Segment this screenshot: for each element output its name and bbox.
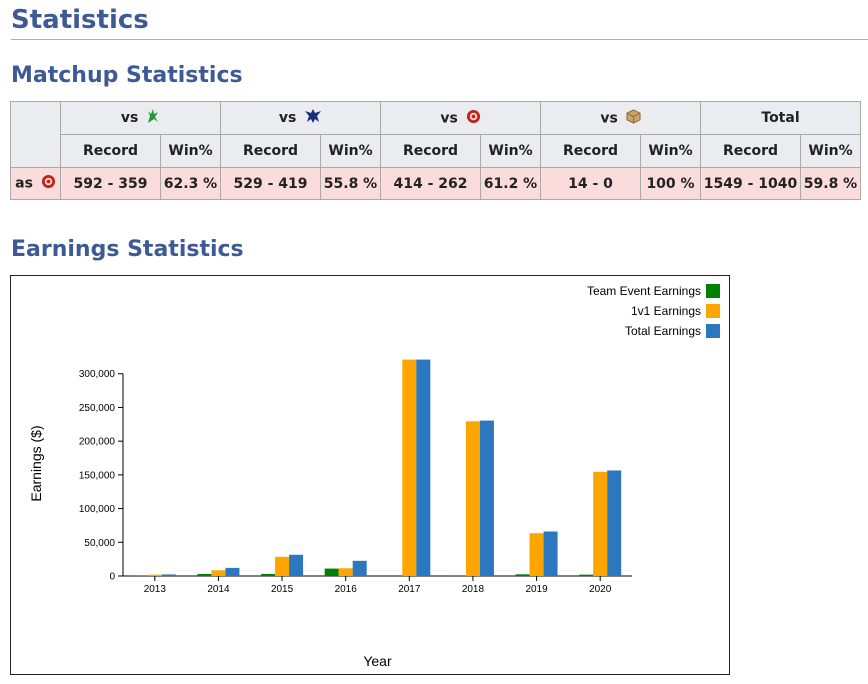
header-total: Total (700, 101, 861, 135)
corner-cell (10, 101, 61, 168)
y-tick-label: 300,000 (79, 369, 116, 380)
terran-icon (146, 108, 160, 128)
y-axis-title: Earnings ($) (28, 425, 44, 501)
win-header: Win% (480, 134, 541, 168)
record-cell: 14 - 0 (540, 167, 641, 200)
bar (197, 573, 212, 576)
random-icon (626, 108, 641, 128)
header-vs-random: vs (540, 101, 701, 135)
record-header: Record (380, 134, 481, 168)
y-tick-label: 100,000 (79, 504, 116, 515)
bar (402, 359, 417, 576)
bar (275, 556, 290, 576)
matchup-statistics-heading: Matchup Statistics (11, 63, 243, 88)
win-cell: 100 % (640, 167, 701, 200)
zerg-icon (466, 109, 481, 128)
bar (607, 470, 622, 576)
win-header: Win% (160, 134, 221, 168)
x-axis-title: Year (363, 653, 392, 669)
bar (161, 574, 176, 576)
record-cell: 414 - 262 (380, 167, 481, 200)
record-header: Record (220, 134, 321, 168)
y-tick-label: 200,000 (79, 437, 116, 448)
protoss-icon (304, 108, 322, 128)
vs-label: vs (278, 110, 297, 126)
vs-label: vs (440, 110, 458, 126)
bar (451, 575, 466, 576)
y-tick-label: 150,000 (79, 470, 116, 481)
earnings-statistics-heading: Earnings Statistics (11, 237, 244, 262)
bar (324, 568, 339, 576)
bars (133, 359, 622, 576)
legend-label: Team Event Earnings (587, 284, 701, 298)
bar (225, 567, 240, 576)
bar (147, 574, 162, 576)
bar (416, 359, 431, 576)
heading-divider (11, 39, 868, 40)
legend-swatch (706, 304, 720, 318)
record-header: Record (60, 134, 161, 168)
record-header: Record (700, 134, 801, 168)
table-row: as 592 - 359 62.3 % 529 - 419 55.8 % 414… (10, 167, 861, 200)
bar (515, 574, 530, 576)
vs-label: vs (600, 110, 618, 126)
vs-label: vs (120, 110, 139, 126)
y-tick-label: 0 (109, 572, 115, 583)
earnings-chart-svg: Team Event Earnings 1v1 Earnings Total Ear… (28, 284, 720, 669)
win-cell: 61.2 % (480, 167, 541, 200)
statistics-heading: Statistics (11, 5, 149, 35)
header-vs-zerg: vs (380, 101, 541, 135)
y-tick-label: 50,000 (84, 538, 115, 549)
chart-legend: Team Event Earnings 1v1 Earnings Total Ear… (587, 284, 720, 338)
matchup-table: vs vs vs (10, 101, 861, 200)
bar (593, 471, 608, 576)
win-cell: 62.3 % (160, 167, 221, 200)
zerg-icon (41, 174, 56, 193)
x-tick-label: 2014 (207, 584, 230, 595)
bar (211, 570, 226, 576)
x-tick-label: 2018 (462, 584, 485, 595)
win-cell: 55.8 % (320, 167, 381, 200)
legend-label: 1v1 Earnings (631, 304, 701, 318)
bar (465, 421, 480, 576)
win-header: Win% (320, 134, 381, 168)
y-axis: 0 50,000 100,000 150,000 200,000 250,000 300,0… (79, 369, 124, 583)
as-label: as (15, 175, 33, 192)
x-tick-label: 2020 (589, 584, 612, 595)
bar (338, 568, 353, 576)
x-tick-label: 2013 (144, 584, 167, 595)
row-label-as-zerg: as (10, 167, 61, 200)
bar (261, 573, 276, 576)
win-header: Win% (800, 134, 861, 168)
x-tick-label: 2017 (398, 584, 421, 595)
header-vs-terran: vs (60, 101, 221, 135)
bar (543, 531, 558, 576)
record-cell: 592 - 359 (60, 167, 161, 200)
bar (289, 554, 304, 576)
x-tick-label: 2015 (271, 584, 294, 595)
record-cell: 529 - 419 (220, 167, 321, 200)
bar (529, 533, 544, 576)
bar (479, 420, 494, 576)
bar (579, 574, 594, 576)
legend-swatch (706, 324, 720, 338)
win-cell-total: 59.8 % (800, 167, 861, 200)
record-header: Record (540, 134, 641, 168)
win-header: Win% (640, 134, 701, 168)
legend-label: Total Earnings (625, 324, 701, 338)
legend-swatch (706, 284, 720, 298)
earnings-chart: Team Event Earnings 1v1 Earnings Total Ear… (10, 275, 730, 675)
bar (352, 560, 367, 576)
x-axis: 2013 2014 2015 2016 2017 2018 2019 2020 (123, 575, 632, 595)
x-tick-label: 2019 (525, 584, 548, 595)
record-cell-total: 1549 - 1040 (700, 167, 801, 200)
x-tick-label: 2016 (335, 584, 358, 595)
header-vs-protoss: vs (220, 101, 381, 135)
y-tick-label: 250,000 (79, 403, 116, 414)
